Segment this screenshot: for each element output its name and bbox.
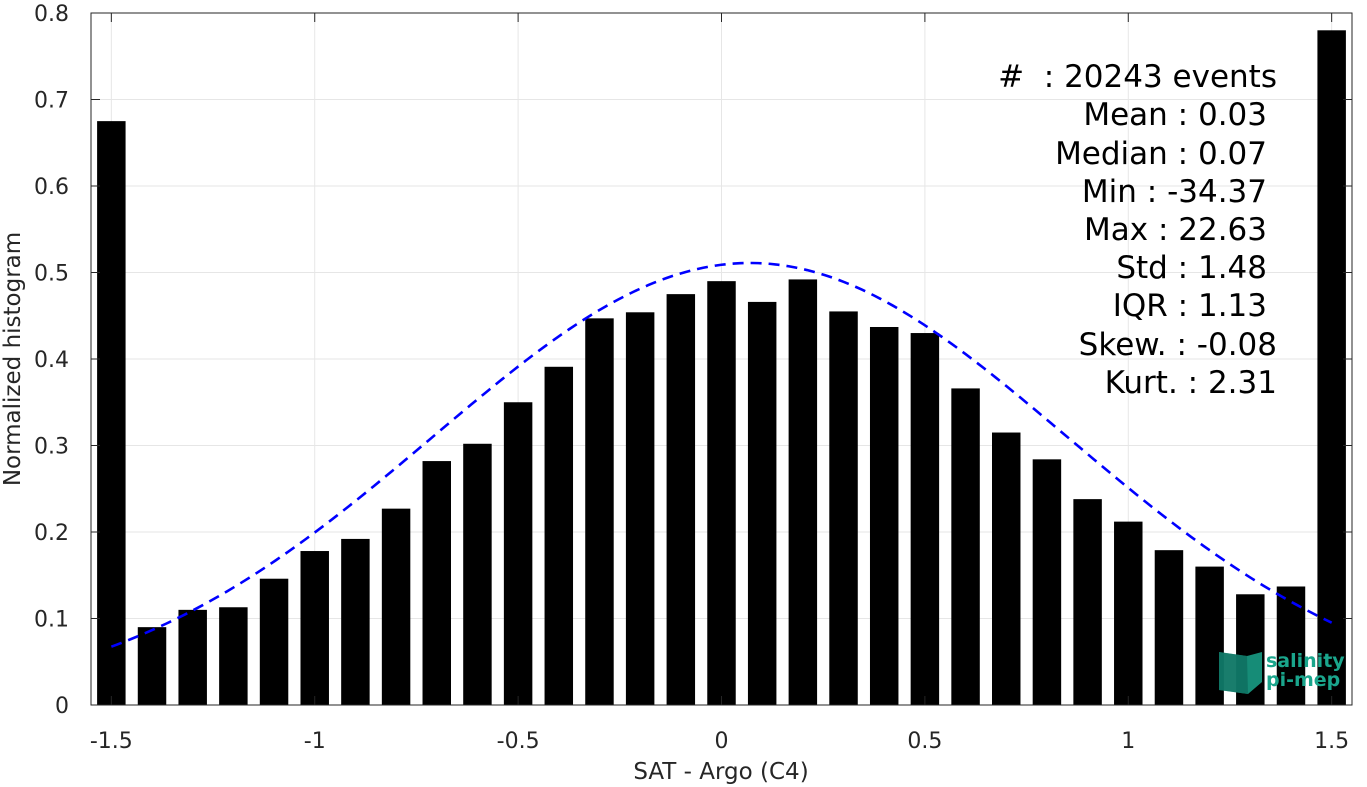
y-tick-label: 0.7 [34,89,69,114]
histogram-bar [178,609,207,705]
y-tick-label: 0.1 [34,608,69,633]
y-tick-label: 0.4 [34,348,69,373]
y-axis-ticks: 0 0.1 0.2 0.3 0.4 0.5 0.6 0.7 0.8 [34,2,1352,719]
x-tick-label: -1 [304,729,326,754]
x-tick-label: 0.5 [907,729,942,754]
y-tick-label: 0.8 [34,2,69,27]
stat-events: # : 20243 events [998,59,1277,95]
stat-median: Median : 0.07 [1055,136,1267,172]
stat-kurt: Kurt. : 2.31 [1105,365,1277,401]
stat-mean: Mean : 0.03 [1083,97,1267,133]
y-tick-label: 0.3 [34,435,69,460]
stat-min: Min : -34.37 [1082,174,1267,210]
histogram-bar [1073,499,1102,705]
salinity-pimep-logo: salinity pi-mep [1219,650,1345,694]
statistics-box: # : 20243 events Mean : 0.03 Median : 0.… [998,59,1277,401]
stat-max: Max : 22.63 [1084,212,1267,248]
histogram-bar [341,538,370,705]
x-tick-label: 0 [715,729,729,754]
histogram-bar [788,279,818,705]
histogram-bar [951,388,980,705]
x-axis-ticks: -1.5 -1 -0.5 0 0.5 1 1.5 [90,13,1349,754]
histogram-bar [300,551,329,705]
logo-line1: salinity [1266,650,1345,672]
histogram-bar [747,301,777,705]
histogram-bar [625,312,655,705]
normal-fit-curve [110,261,1333,648]
histogram-bar [381,508,411,705]
logo-line2: pi-mep [1266,669,1340,691]
histogram-bar [137,627,167,705]
y-tick-label: 0.6 [34,175,69,200]
histogram-bar [585,318,614,705]
histogram-bar [1114,521,1143,705]
histogram-bar [829,311,858,705]
histogram-bar [1317,30,1346,706]
logo-cube-shade [1219,652,1248,694]
y-tick-label: 0.2 [34,521,69,546]
x-tick-label: -1.5 [90,729,133,754]
histogram-bar [910,333,940,705]
histogram-bar [992,432,1021,705]
histogram-bar [422,461,451,705]
histogram-bar [869,326,899,705]
histogram-bar [666,294,696,705]
stat-skew: Skew. : -0.08 [1079,327,1277,363]
histogram-bar [1154,550,1184,705]
x-tick-label: -0.5 [497,729,540,754]
x-axis-label: SAT - Argo (C4) [633,759,808,785]
histogram-bar [463,443,492,705]
y-axis-label: Normalized histogram [0,232,26,486]
stat-iqr: IQR : 1.13 [1113,288,1267,324]
stat-std: Std : 1.48 [1116,250,1267,286]
x-tick-label: 1.5 [1314,729,1349,754]
histogram-bars [97,30,1346,706]
histogram-bar [1032,459,1062,705]
histogram-bar [259,578,289,705]
histogram-bar [503,402,533,705]
histogram-bar [97,121,126,705]
y-tick-label: 0.5 [34,262,69,287]
x-tick-label: 1 [1121,729,1135,754]
histogram-bar [544,366,574,705]
y-tick-label: 0 [55,694,69,719]
histogram-bar [219,607,248,705]
histogram-bar [707,281,736,705]
